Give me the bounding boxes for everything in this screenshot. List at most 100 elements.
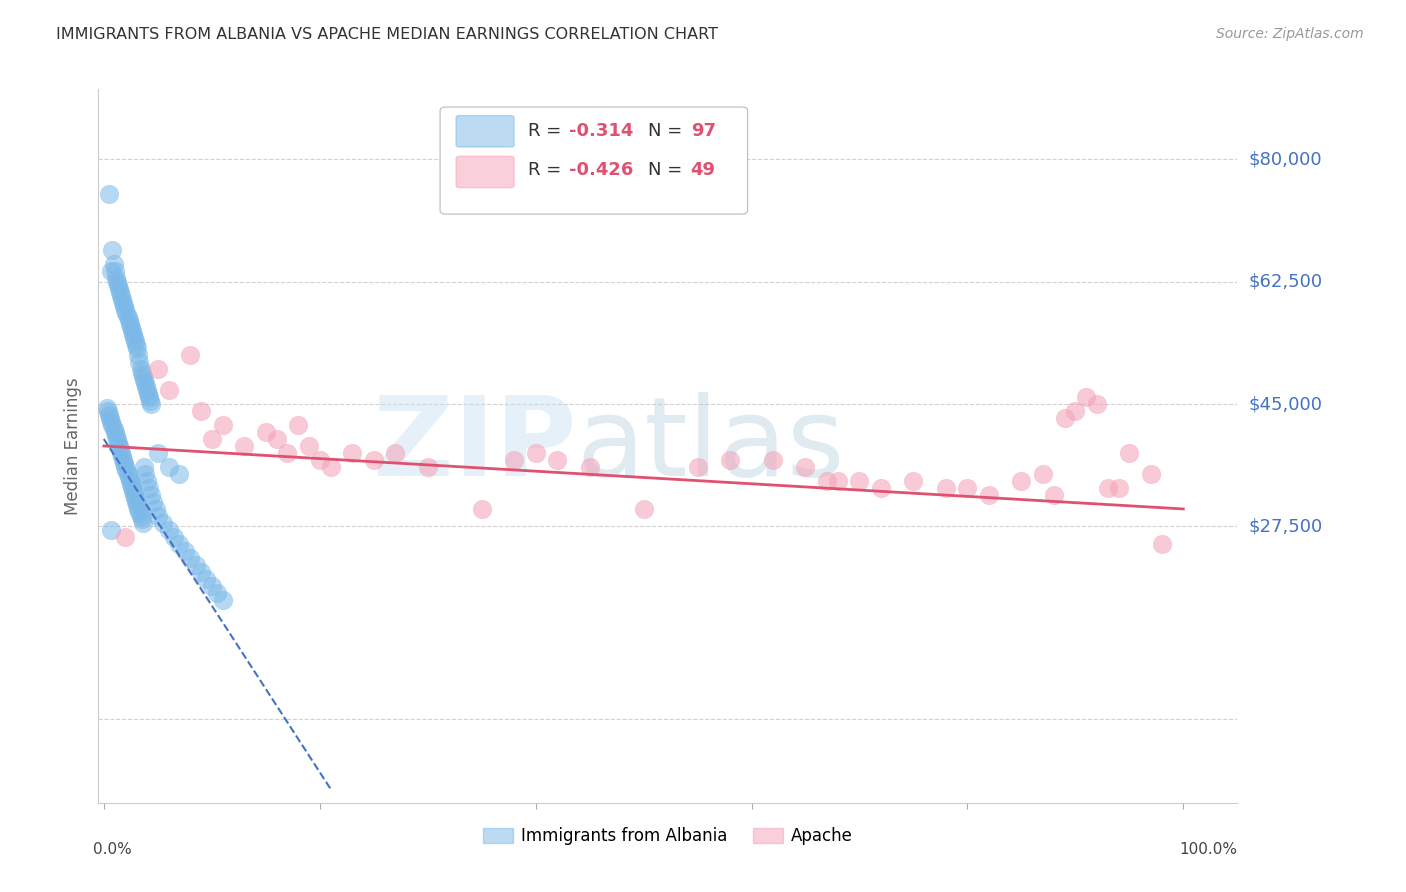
Point <box>108 442 131 457</box>
Legend: Immigrants from Albania, Apache: Immigrants from Albania, Apache <box>477 821 859 852</box>
Point <box>136 386 159 401</box>
Point <box>762 453 785 467</box>
Point <box>122 327 145 342</box>
Point <box>138 481 160 495</box>
Point <box>122 330 145 344</box>
Point <box>104 271 127 285</box>
Point <box>128 355 150 369</box>
Point <box>179 348 201 362</box>
Text: atlas: atlas <box>576 392 845 500</box>
Point <box>112 295 135 310</box>
Point <box>100 264 122 278</box>
Point <box>205 586 228 600</box>
Point <box>1010 474 1032 488</box>
Point <box>112 299 135 313</box>
Point <box>1032 467 1054 481</box>
Point <box>903 474 925 488</box>
Point <box>173 544 195 558</box>
Point <box>276 446 298 460</box>
Point <box>363 453 385 467</box>
Point <box>546 453 568 467</box>
Point <box>139 393 162 408</box>
Text: 97: 97 <box>690 121 716 139</box>
Point <box>108 439 131 453</box>
Point <box>98 408 121 422</box>
Point <box>1085 397 1108 411</box>
Point <box>125 337 148 351</box>
Text: -0.314: -0.314 <box>569 121 633 139</box>
Y-axis label: Median Earnings: Median Earnings <box>65 377 83 515</box>
Point <box>127 502 149 516</box>
Text: IMMIGRANTS FROM ALBANIA VS APACHE MEDIAN EARNINGS CORRELATION CHART: IMMIGRANTS FROM ALBANIA VS APACHE MEDIAN… <box>56 27 718 42</box>
Point <box>1097 481 1119 495</box>
Point <box>122 488 145 502</box>
Point <box>195 572 218 586</box>
Point <box>117 470 139 484</box>
Point <box>266 432 288 446</box>
Point <box>114 302 136 317</box>
Point <box>211 417 233 432</box>
Point <box>1053 411 1076 425</box>
Point <box>1118 446 1140 460</box>
Point <box>827 474 849 488</box>
Point <box>157 523 180 537</box>
Point <box>124 491 146 506</box>
Point <box>104 425 127 439</box>
Point <box>98 187 121 202</box>
Point <box>115 306 138 320</box>
Point <box>118 474 141 488</box>
Text: R =: R = <box>527 161 567 178</box>
Point <box>98 411 121 425</box>
Point <box>1042 488 1064 502</box>
Point <box>146 362 169 376</box>
Point <box>131 516 153 530</box>
Text: 49: 49 <box>690 161 716 178</box>
Point <box>1150 537 1173 551</box>
Point <box>686 460 709 475</box>
Text: -0.426: -0.426 <box>569 161 633 178</box>
Point <box>110 446 132 460</box>
Text: ZIP: ZIP <box>374 392 576 500</box>
Point <box>105 432 128 446</box>
Point <box>132 372 155 386</box>
Text: $45,000: $45,000 <box>1249 395 1323 413</box>
Point <box>718 453 741 467</box>
Point <box>125 495 148 509</box>
Point <box>121 481 143 495</box>
Point <box>129 508 152 523</box>
Point <box>132 460 155 475</box>
Point <box>201 432 224 446</box>
Point <box>184 558 207 572</box>
Point <box>848 474 870 488</box>
Point <box>152 516 174 530</box>
Point <box>524 446 547 460</box>
Point <box>136 383 159 397</box>
Point <box>633 502 655 516</box>
Point <box>101 243 124 257</box>
Text: 0.0%: 0.0% <box>93 842 132 857</box>
Point <box>956 481 979 495</box>
Point <box>107 435 129 450</box>
Point <box>1140 467 1163 481</box>
Point <box>131 366 153 380</box>
Point <box>142 495 165 509</box>
Point <box>977 488 1000 502</box>
Text: R =: R = <box>527 121 567 139</box>
Point <box>128 506 150 520</box>
Point <box>135 379 157 393</box>
Point <box>179 550 201 565</box>
FancyBboxPatch shape <box>456 156 515 187</box>
Point <box>131 369 153 384</box>
Point <box>287 417 309 432</box>
Point <box>111 450 134 464</box>
Point <box>110 288 132 302</box>
Point <box>384 446 406 460</box>
Point <box>103 421 125 435</box>
Point <box>134 376 156 390</box>
Point <box>340 446 363 460</box>
Point <box>112 457 135 471</box>
Point <box>131 512 153 526</box>
Point <box>134 467 156 481</box>
Point <box>100 523 122 537</box>
Point <box>104 264 127 278</box>
